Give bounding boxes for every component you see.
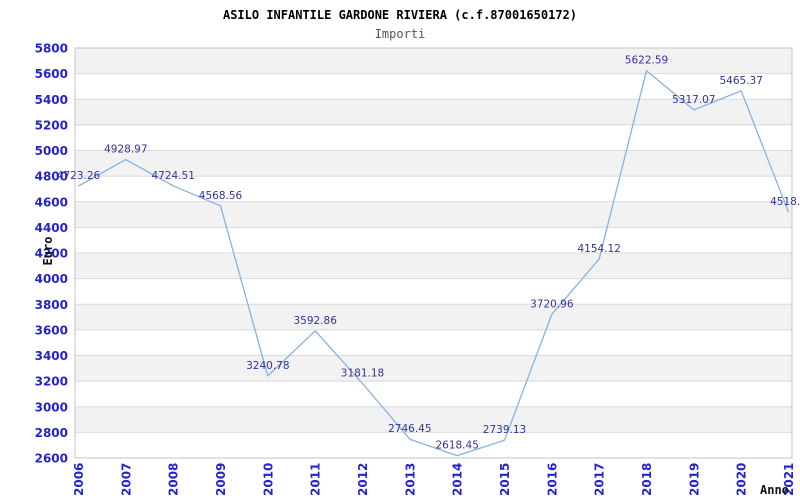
data-point-label: 4568.56: [199, 190, 243, 202]
x-tick-label: 2006: [72, 463, 86, 496]
y-tick-label: 4800: [35, 170, 68, 184]
plot-band: [75, 150, 792, 177]
plot-border: [74, 47, 793, 459]
plot-band: [75, 201, 792, 228]
plot-band: [75, 355, 792, 382]
x-tick-label: 2021: [782, 463, 796, 496]
x-tick-label: 2011: [309, 463, 323, 496]
y-tick-label: 4400: [35, 221, 68, 235]
data-point-label: 2618.45: [435, 440, 478, 452]
x-tick-label: 2008: [167, 463, 181, 496]
y-axis-title: Euro: [41, 236, 55, 266]
series-line: [78, 70, 790, 457]
data-point-label: 2739.13: [483, 424, 526, 436]
x-tick-label: 2018: [640, 463, 654, 496]
y-tick-label: 5800: [35, 42, 68, 56]
x-tick-label: 2012: [356, 463, 370, 496]
data-point-label: 2746.45: [388, 423, 431, 435]
x-tick-label: 2020: [735, 463, 749, 496]
plot-band: [75, 406, 792, 433]
x-tick-label: 2013: [403, 463, 417, 496]
data-point-label: 4518.7: [770, 196, 800, 208]
x-axis-title: Anno: [760, 483, 789, 497]
plot-band: [75, 99, 792, 125]
x-tick-label: 2007: [119, 463, 133, 496]
y-tick-label: 4000: [35, 272, 68, 286]
x-tick-label: 2017: [593, 463, 607, 496]
y-tick-label: 3200: [35, 375, 68, 389]
y-tick-label: 5400: [35, 93, 68, 107]
data-point-label: 3592.86: [293, 315, 337, 327]
data-point-label: 4154.12: [577, 243, 620, 255]
plot-band: [75, 304, 792, 330]
y-tick-label: 4600: [35, 195, 68, 209]
y-tick-label: 3800: [35, 298, 68, 312]
x-tick-label: 2010: [261, 463, 275, 496]
x-tick-label: 2015: [498, 463, 512, 496]
y-tick-label: 3000: [35, 400, 68, 414]
y-tick-label: 5000: [35, 144, 68, 158]
x-tick-label: 2019: [687, 463, 701, 496]
y-tick-label: 5600: [35, 67, 68, 81]
data-point-label: 4724.51: [151, 170, 194, 182]
chart-subtitle: Importi: [374, 27, 426, 41]
y-tick-label: 2600: [35, 452, 68, 466]
data-point-label: 4928.97: [104, 144, 147, 156]
chart-title: ASILO INFANTILE GARDONE RIVIERA (c.f.870…: [222, 8, 577, 22]
data-point-label: 4723.26: [57, 170, 101, 182]
plot-band: [75, 253, 792, 279]
data-point-label: 5465.37: [719, 75, 762, 87]
data-point-label: 3240.78: [246, 360, 289, 372]
y-tick-label: 2800: [35, 426, 68, 440]
x-tick-label: 2014: [451, 463, 465, 496]
data-point-label: 3181.18: [341, 368, 384, 380]
data-point-label: 5317.07: [672, 94, 715, 106]
data-point-label: 3720.96: [530, 298, 574, 310]
data-point-label: 5622.59: [625, 55, 668, 67]
y-tick-label: 3600: [35, 323, 68, 337]
y-tick-label: 5200: [35, 118, 68, 132]
x-tick-label: 2009: [214, 463, 228, 496]
y-tick-label: 3400: [35, 349, 68, 363]
y-tick-label: 4200: [35, 247, 68, 261]
plot-band: [75, 48, 792, 74]
x-tick-label: 2016: [545, 463, 559, 496]
